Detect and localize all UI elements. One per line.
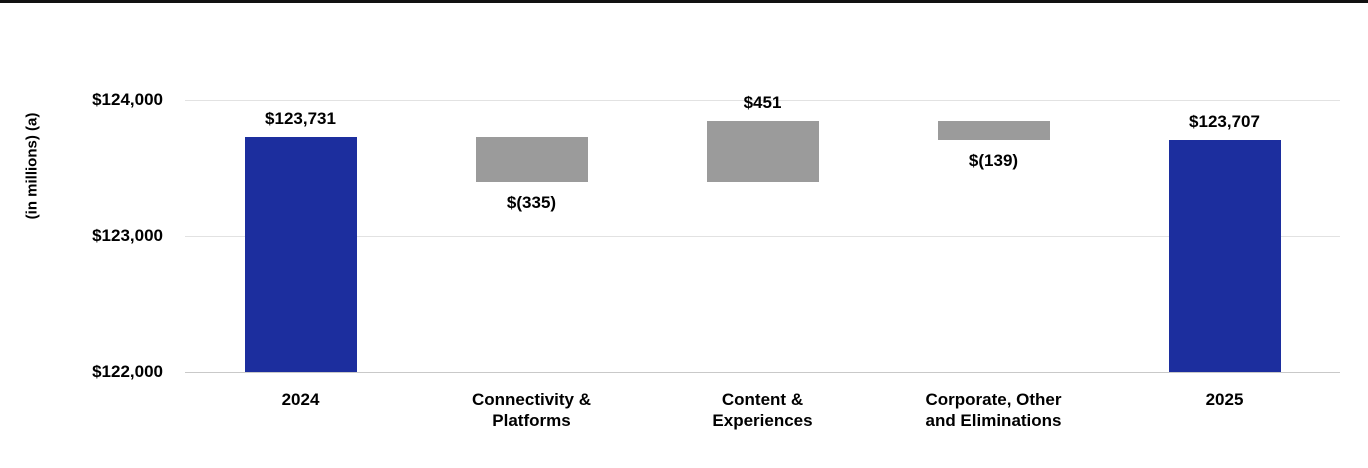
bar-data-label: $451 (743, 92, 782, 112)
bar-total-1 (244, 136, 357, 372)
gridline (185, 100, 1340, 101)
bar-change-2 (475, 136, 588, 183)
y-tick-label: $123,000 (92, 226, 163, 245)
top-border-line (0, 0, 1368, 3)
category-label: Content & Experiences (712, 390, 813, 431)
bar-change-3 (706, 120, 819, 183)
category-label: 2024 (281, 390, 320, 409)
bar-data-label: $(335) (506, 193, 557, 213)
bar-change-4 (937, 120, 1050, 140)
y-tick-label: $122,000 (92, 362, 163, 381)
category-label: Corporate, Other and Eliminations (925, 390, 1062, 431)
bar-data-label: $(139) (968, 150, 1019, 170)
bar-total-5 (1168, 139, 1281, 372)
y-tick-label: $124,000 (92, 90, 163, 109)
y-axis-title: (in millions) (a) (23, 112, 41, 220)
category-label: 2025 (1205, 390, 1244, 409)
gridline (185, 236, 1340, 237)
x-axis-line (185, 372, 1340, 373)
bar-data-label: $123,707 (1189, 111, 1260, 131)
bar-data-label: $123,731 (265, 108, 336, 128)
category-label: Connectivity & Platforms (471, 390, 592, 431)
